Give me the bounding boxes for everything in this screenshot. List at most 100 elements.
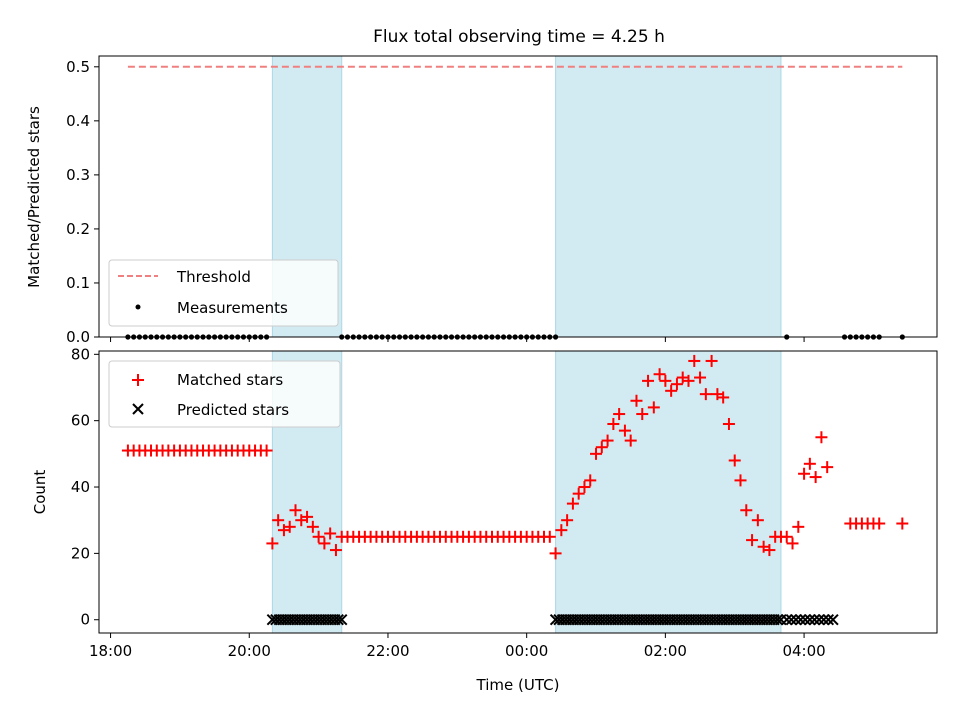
matched-star-point bbox=[694, 371, 707, 384]
matched-star-point bbox=[272, 514, 285, 527]
matched-star-point bbox=[705, 354, 718, 367]
matched-star-point bbox=[821, 461, 834, 474]
top-panel: 0.0 0.1 0.2 0.3 0.4 0.5 Matched/Predicted sta… bbox=[25, 55, 938, 346]
y-tick-label: 0.2 bbox=[66, 220, 90, 238]
matched-star-point bbox=[682, 374, 695, 387]
bottom-y-axis: 0 20 40 60 80 bbox=[71, 345, 99, 629]
matched-star-point bbox=[584, 474, 597, 487]
legend-matched-swatch bbox=[132, 374, 144, 386]
matched-star-point bbox=[301, 510, 314, 523]
matched-star-point bbox=[786, 537, 799, 550]
matched-star-point bbox=[618, 424, 631, 437]
bottom-xlabel: Time (UTC) bbox=[476, 676, 560, 694]
bottom-panel: 0 20 40 60 80 18:00 20:00 22:00 00:00 02:00 04:00… bbox=[31, 345, 938, 694]
x-tick-label: 00:00 bbox=[505, 642, 548, 660]
matched-star-point bbox=[740, 504, 753, 517]
matched-star-point bbox=[601, 434, 614, 447]
matched-star-point bbox=[549, 547, 562, 560]
top-x-axis bbox=[110, 337, 805, 342]
matched-star-point bbox=[751, 514, 764, 527]
matched-star-point bbox=[653, 368, 666, 381]
y-tick-label: 20 bbox=[71, 544, 90, 562]
y-tick-label: 0.1 bbox=[66, 274, 90, 292]
matched-star-point bbox=[873, 517, 886, 530]
bottom-x-axis: 18:00 20:00 22:00 00:00 02:00 04:00 bbox=[89, 633, 826, 660]
matched-star-point bbox=[896, 517, 909, 530]
y-tick-label: 0.4 bbox=[66, 112, 90, 130]
y-tick-label: 40 bbox=[71, 478, 90, 496]
matched-star-point bbox=[746, 534, 759, 547]
legend-measurements-swatch bbox=[135, 304, 141, 310]
top-legend-box bbox=[108, 259, 339, 327]
shaded-interval bbox=[555, 350, 782, 634]
matched-star-point bbox=[566, 497, 579, 510]
predicted-star-point bbox=[813, 614, 825, 626]
shaded-interval bbox=[555, 55, 782, 338]
legend-matched-label: Matched stars bbox=[177, 371, 283, 389]
matched-star-point bbox=[555, 524, 568, 537]
matched-star-point bbox=[543, 530, 556, 543]
top-shaded-intervals bbox=[271, 55, 782, 338]
matched-star-point bbox=[722, 417, 735, 430]
top-ylabel: Matched/Predicted stars bbox=[25, 106, 43, 288]
bottom-ylabel: Count bbox=[31, 470, 49, 515]
bottom-legend: Matched stars Predicted stars bbox=[108, 360, 341, 428]
matched-star-point bbox=[659, 374, 672, 387]
bottom-plot-frame bbox=[98, 350, 938, 634]
y-tick-label: 0.5 bbox=[66, 58, 90, 76]
top-plot-frame bbox=[98, 55, 938, 338]
matched-star-point bbox=[260, 444, 273, 457]
predicted-star-point bbox=[827, 614, 839, 626]
matched-star-point bbox=[809, 471, 822, 484]
matched-star-point bbox=[595, 441, 608, 454]
matched-star-point bbox=[670, 378, 683, 391]
matched-star-point bbox=[312, 530, 325, 543]
matched-star-point bbox=[780, 530, 793, 543]
matched-star-point bbox=[728, 454, 741, 467]
matched-star-point bbox=[734, 474, 747, 487]
matched-star-point bbox=[306, 520, 319, 533]
matched-star-point bbox=[590, 447, 603, 460]
matched-star-point bbox=[630, 394, 643, 407]
predicted-star-point bbox=[336, 614, 348, 626]
x-tick-label: 22:00 bbox=[366, 642, 409, 660]
matched-star-point bbox=[289, 504, 302, 517]
matched-star-point bbox=[792, 520, 805, 533]
matched-star-point bbox=[324, 527, 337, 540]
predicted-star-point bbox=[804, 614, 816, 626]
matched-star-point bbox=[699, 388, 712, 401]
legend-predicted-swatch bbox=[132, 403, 144, 415]
x-tick-label: 04:00 bbox=[782, 642, 825, 660]
y-tick-label: 60 bbox=[71, 412, 90, 430]
predicted-star-point bbox=[799, 614, 811, 626]
matched-star-point bbox=[636, 408, 649, 421]
top-legend: Threshold Measurements bbox=[108, 259, 339, 327]
predicted-star-point bbox=[771, 614, 784, 626]
predicted-star-point bbox=[794, 614, 807, 626]
legend-measurements-label: Measurements bbox=[177, 299, 288, 317]
matched-star-point bbox=[798, 467, 811, 480]
matched-star-point bbox=[688, 354, 701, 367]
predicted-star-point bbox=[785, 614, 798, 626]
matched-star-point bbox=[572, 487, 585, 500]
matched-star-point bbox=[329, 544, 342, 557]
y-tick-label: 0.0 bbox=[66, 328, 90, 346]
matched-star-point bbox=[665, 384, 678, 397]
y-tick-label: 80 bbox=[71, 345, 90, 363]
bottom-plot-series bbox=[121, 354, 909, 626]
matched-star-point bbox=[266, 537, 279, 550]
legend-predicted-label: Predicted stars bbox=[177, 401, 289, 419]
matched-star-point bbox=[803, 457, 816, 470]
matched-star-point bbox=[642, 374, 655, 387]
predicted-star-point bbox=[808, 614, 821, 626]
matched-star-point bbox=[318, 537, 331, 550]
legend-threshold-label: Threshold bbox=[176, 268, 251, 286]
top-y-axis: 0.0 0.1 0.2 0.3 0.4 0.5 bbox=[66, 58, 99, 346]
matched-star-point bbox=[283, 520, 296, 533]
matched-star-point bbox=[717, 391, 730, 404]
bottom-legend-box bbox=[108, 360, 341, 428]
x-tick-label: 18:00 bbox=[89, 642, 132, 660]
matched-star-point bbox=[561, 514, 574, 527]
matched-star-point bbox=[815, 431, 828, 444]
